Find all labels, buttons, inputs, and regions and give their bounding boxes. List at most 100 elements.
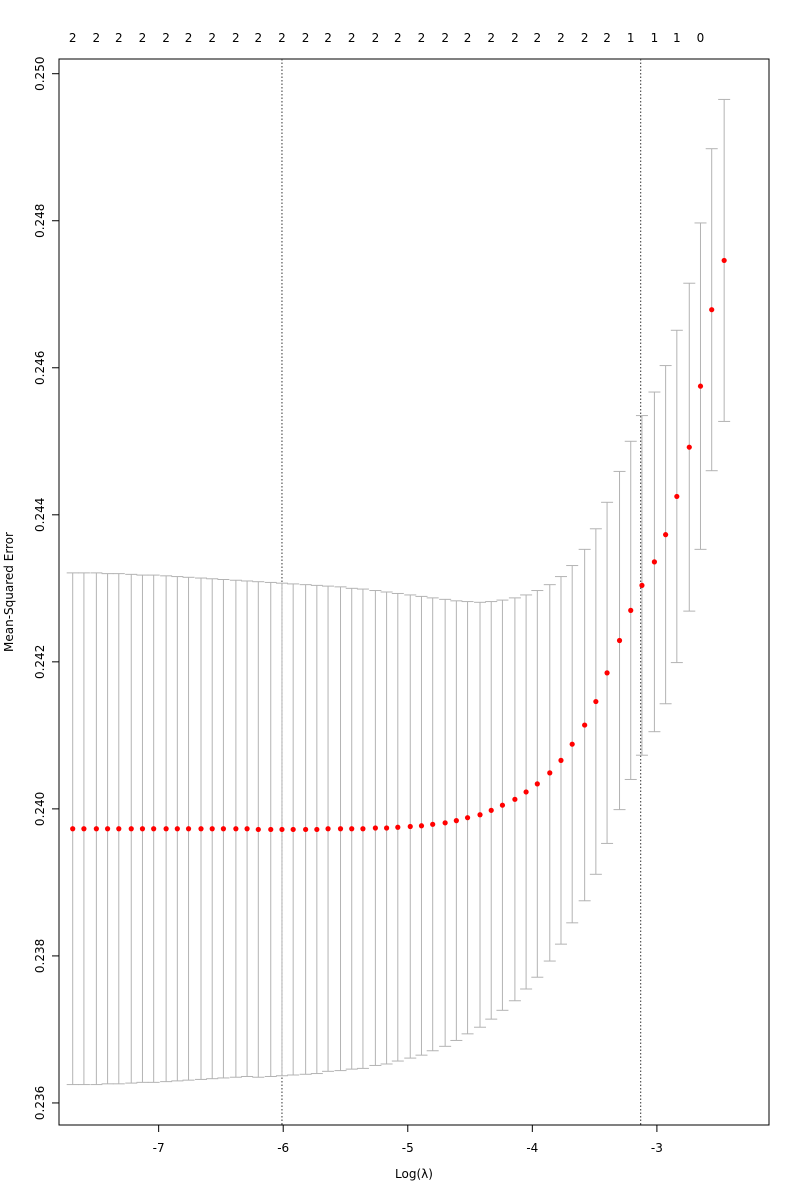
data-point [418,823,425,829]
error-bars [66,98,731,1086]
y-tick-label: 0.250 [33,57,47,91]
top-axis-label: 2 [418,31,426,45]
data-point [104,826,111,832]
data-point [70,826,76,832]
data-point [349,826,355,832]
data-point [360,826,366,832]
top-axis-label: 1 [651,31,659,45]
top-axis-label: 2 [348,31,356,45]
y-tick-label: 0.248 [33,204,47,238]
top-axis-label: 2 [93,31,101,45]
y-tick-label: 0.238 [33,939,47,973]
data-point [477,812,483,818]
data-point [547,770,553,776]
data-point [185,826,192,832]
y-tick-label: 0.242 [33,645,47,679]
top-axis-label: 2 [441,31,449,45]
data-point [220,826,227,832]
data-point [279,826,285,833]
data-point [430,821,436,827]
y-tick-label: 0.246 [33,351,47,385]
y-axis-title: Mean-Squared Error [2,532,16,652]
top-axis-label: 2 [487,31,495,45]
data-point [81,826,87,832]
x-tick-label: -4 [526,1141,538,1155]
data-point [674,493,680,500]
data-point [512,796,518,802]
data-point [488,807,494,813]
x-axis-title: Log(λ) [395,1167,433,1181]
data-point [558,757,564,763]
data-point [721,257,727,264]
data-point [453,818,459,824]
top-axis-label: 2 [115,31,123,45]
data-point [582,722,588,728]
data-point [616,637,623,644]
data-point [198,826,204,832]
top-axis-label: 2 [232,31,240,45]
top-axis-label: 2 [581,31,589,45]
data-point [337,826,344,832]
top-axis-label: 1 [627,31,635,45]
reference-lines [281,59,642,1125]
top-axis-label: 2 [603,31,611,45]
data-point [651,559,658,565]
top-axis-label: 2 [372,31,380,45]
data-point [709,307,715,313]
data-point [151,826,157,832]
data-point [128,826,134,832]
top-axis-label: 2 [511,31,519,45]
data-point [139,826,146,832]
top-axis-label: 2 [69,31,77,45]
data-point [244,826,250,832]
top-axis-label: 2 [162,31,170,45]
data-point [290,826,296,833]
data-point [116,826,122,832]
data-point [93,826,99,832]
data-point [233,826,239,832]
data-point [464,815,471,821]
top-axis-label: 2 [208,31,216,45]
data-point [325,826,331,832]
data-point [268,826,274,833]
top-axis-label: 2 [278,31,286,45]
top-axis-label: 2 [139,31,147,45]
top-axis-label: 2 [533,31,541,45]
data-point [523,789,529,795]
data-point [174,826,180,832]
top-axis-label: 2 [464,31,472,45]
x-tick-label: -6 [277,1141,289,1155]
x-tick-label: -5 [402,1141,414,1155]
data-point [383,825,390,831]
data-point [534,781,540,787]
x-tick-label: -7 [153,1141,165,1155]
data-point [395,824,401,830]
data-point [407,823,413,830]
data-point [209,826,215,832]
top-axis-label: 1 [673,31,681,45]
data-point [663,532,669,538]
data-point [628,607,634,613]
y-tick-label: 0.240 [33,792,47,826]
top-axis-label: 2 [185,31,193,45]
top-axis-label: 2 [254,31,262,45]
data-point [442,820,448,826]
data-point [697,383,704,389]
top-axis-label: 2 [302,31,310,45]
data-point [686,444,692,450]
data-point [499,802,506,808]
data-points [70,257,727,833]
y-tick-label: 0.244 [33,498,47,532]
data-point [255,826,261,833]
data-point [593,698,599,705]
top-axis-label: 2 [324,31,332,45]
data-point [569,741,575,747]
y-axis: 0.236 0.238 0.240 0.242 0.244 0.246 0.248 0.250 [33,57,59,1120]
data-point [163,826,169,832]
data-point [372,825,378,831]
data-point [314,826,320,833]
x-axis: -7 -6 -5 -4 -3 [153,1125,663,1155]
top-axis-label: 2 [394,31,402,45]
x-tick-label: -3 [651,1141,663,1155]
